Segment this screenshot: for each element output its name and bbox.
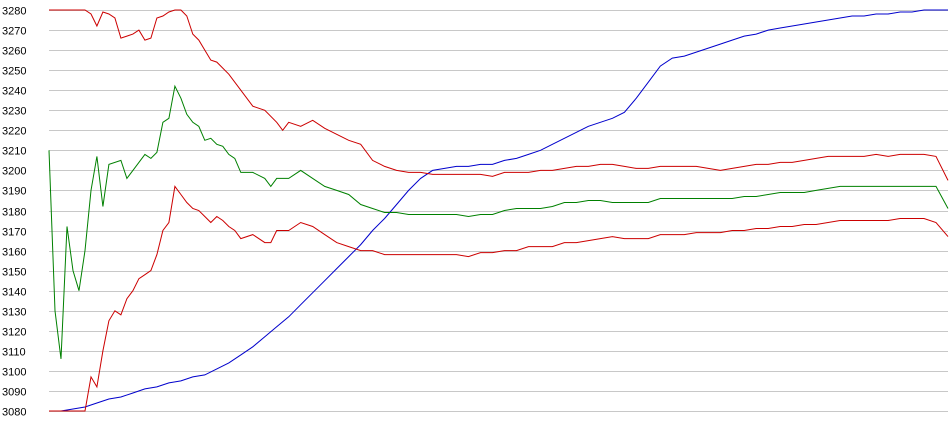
y-tick-label: 3220 (2, 126, 26, 138)
y-tick-label: 3110 (2, 347, 26, 359)
y-tick-label: 3130 (2, 307, 26, 319)
y-tick-label: 3100 (2, 367, 26, 379)
y-tick-label: 3160 (2, 247, 26, 259)
series-line-4 (49, 185, 949, 412)
y-tick-label: 3140 (2, 287, 26, 299)
y-tick-label: 3120 (2, 327, 26, 339)
series-line-3 (48, 84, 949, 359)
y-tick-label: 3150 (2, 267, 26, 279)
grid (49, 10, 948, 412)
y-tick-label: 3260 (2, 46, 26, 58)
y-tick-label: 3080 (2, 407, 26, 419)
y-tick-label: 3180 (2, 207, 26, 219)
y-tick-label: 3210 (2, 146, 26, 158)
y-tick-label: 3090 (2, 387, 26, 399)
y-tick-label: 3250 (2, 66, 26, 78)
y-tick-label: 3190 (2, 186, 26, 198)
y-tick-label: 3270 (2, 26, 26, 38)
y-axis-ticks: 3080 3090 3100 3110 3120 3130 3140 3150 3160 3170… (2, 6, 26, 419)
y-tick-label: 3240 (2, 86, 26, 98)
y-tick-label: 3170 (2, 227, 26, 239)
y-tick-label: 3200 (2, 166, 26, 178)
series-line-1 (49, 9, 948, 412)
series-lines (48, 9, 949, 412)
y-tick-label: 3230 (2, 106, 26, 118)
series-line-2 (49, 9, 949, 181)
y-tick-label: 3280 (2, 6, 26, 18)
